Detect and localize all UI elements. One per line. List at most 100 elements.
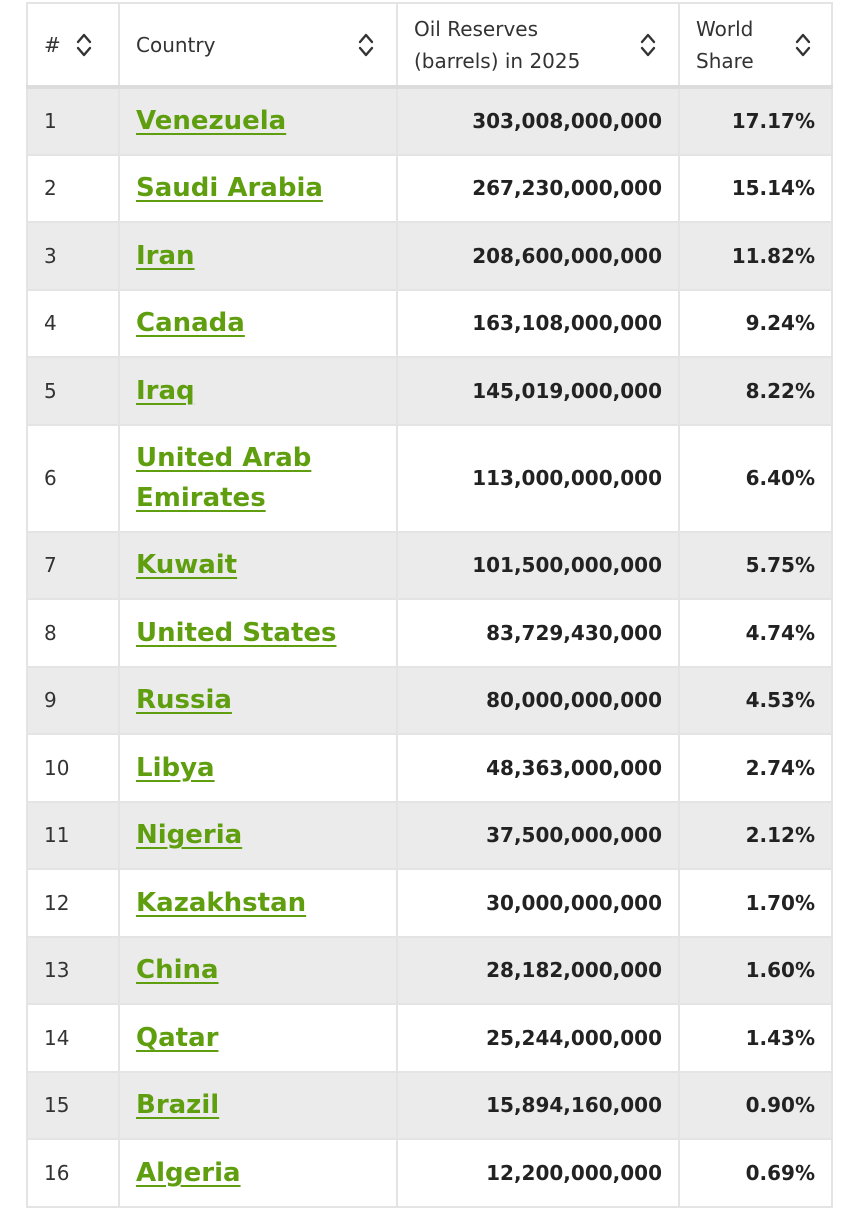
country-cell: United States [118, 598, 398, 668]
country-link[interactable]: Qatar [136, 1022, 219, 1053]
world-share-cell: 0.90% [678, 1070, 833, 1140]
table-row: 4 Canada 163,108,000,000 9.24% [26, 288, 833, 358]
oil-reserves-cell: 101,500,000,000 [396, 530, 680, 600]
country-link[interactable]: Brazil [136, 1090, 220, 1121]
column-header-oil-reserves-label: Oil Reserves (barrels) in 2025 [414, 13, 580, 77]
world-share-cell: 9.24% [678, 288, 833, 358]
oil-reserves-cell: 25,244,000,000 [396, 1003, 680, 1073]
table-row: 1 Venezuela 303,008,000,000 17.17% [26, 86, 833, 156]
share-header-line2: Share [696, 48, 754, 73]
oil-reserves-cell: 48,363,000,000 [396, 733, 680, 803]
world-share-cell: 1.60% [678, 935, 833, 1005]
country-cell: Canada [118, 288, 398, 358]
country-cell: China [118, 935, 398, 1005]
oil-reserves-table-container: # Country Oil Reserves (barrels) in 2025 [26, 2, 833, 1208]
country-cell: Nigeria [118, 800, 398, 870]
world-share-cell: 1.70% [678, 868, 833, 938]
oil-reserves-cell: 80,000,000,000 [396, 665, 680, 735]
column-header-world-share-label: World Share [696, 13, 754, 77]
country-cell: Venezuela [118, 86, 398, 156]
country-cell: Kuwait [118, 530, 398, 600]
country-cell: Iran [118, 221, 398, 291]
header-row: # Country Oil Reserves (barrels) in 2025 [26, 2, 833, 89]
country-link[interactable]: China [136, 955, 219, 986]
oil-reserves-cell: 267,230,000,000 [396, 153, 680, 223]
world-share-cell: 1.43% [678, 1003, 833, 1073]
country-link[interactable]: Algeria [136, 1157, 241, 1188]
table-row: 13 China 28,182,000,000 1.60% [26, 935, 833, 1005]
rank-cell: 16 [26, 1138, 120, 1208]
country-link[interactable]: Canada [136, 308, 245, 339]
sort-arrows-icon[interactable] [358, 32, 374, 58]
rank-cell: 6 [26, 423, 120, 533]
country-link[interactable]: Nigeria [136, 820, 243, 851]
country-link[interactable]: Kazakhstan [136, 887, 307, 918]
oil-reserves-cell: 15,894,160,000 [396, 1070, 680, 1140]
table-row: 6 United Arab Emirates 113,000,000,000 6.… [26, 423, 833, 533]
world-share-cell: 15.14% [678, 153, 833, 223]
country-link[interactable]: Libya [136, 752, 215, 783]
table-row: 11 Nigeria 37,500,000,000 2.12% [26, 800, 833, 870]
sort-arrows-icon[interactable] [795, 32, 811, 58]
rank-cell: 5 [26, 356, 120, 426]
world-share-cell: 2.12% [678, 800, 833, 870]
rank-cell: 3 [26, 221, 120, 291]
table-row: 8 United States 83,729,430,000 4.74% [26, 598, 833, 668]
country-link[interactable]: United Arab Emirates [136, 443, 311, 513]
country-cell: Russia [118, 665, 398, 735]
country-link[interactable]: Iraq [136, 375, 195, 406]
oil-reserves-cell: 12,200,000,000 [396, 1138, 680, 1208]
world-share-cell: 4.53% [678, 665, 833, 735]
country-link[interactable]: Russia [136, 685, 232, 716]
table-row: 16 Algeria 12,200,000,000 0.69% [26, 1138, 833, 1208]
oil-reserves-cell: 145,019,000,000 [396, 356, 680, 426]
table-row: 10 Libya 48,363,000,000 2.74% [26, 733, 833, 803]
table-row: 14 Qatar 25,244,000,000 1.43% [26, 1003, 833, 1073]
country-link[interactable]: Iran [136, 240, 195, 271]
rank-cell: 7 [26, 530, 120, 600]
world-share-cell: 4.74% [678, 598, 833, 668]
oil-reserves-cell: 113,000,000,000 [396, 423, 680, 533]
oil-header-line2: (barrels) in 2025 [414, 48, 581, 73]
rank-cell: 9 [26, 665, 120, 735]
oil-reserves-cell: 163,108,000,000 [396, 288, 680, 358]
oil-reserves-cell: 30,000,000,000 [396, 868, 680, 938]
table-row: 3 Iran 208,600,000,000 11.82% [26, 221, 833, 291]
share-header-line1: World [696, 16, 754, 41]
country-cell: Saudi Arabia [118, 153, 398, 223]
oil-header-line1: Oil Reserves [414, 16, 539, 41]
world-share-cell: 5.75% [678, 530, 833, 600]
rank-cell: 15 [26, 1070, 120, 1140]
world-share-cell: 8.22% [678, 356, 833, 426]
rank-cell: 10 [26, 733, 120, 803]
column-header-rank[interactable]: # [26, 2, 120, 89]
country-link[interactable]: Venezuela [136, 106, 287, 137]
world-share-cell: 2.74% [678, 733, 833, 803]
country-cell: United Arab Emirates [118, 423, 398, 533]
country-cell: Algeria [118, 1138, 398, 1208]
rank-cell: 11 [26, 800, 120, 870]
country-link[interactable]: United States [136, 617, 337, 648]
rank-cell: 2 [26, 153, 120, 223]
rank-cell: 12 [26, 868, 120, 938]
table-row: 15 Brazil 15,894,160,000 0.90% [26, 1070, 833, 1140]
country-cell: Libya [118, 733, 398, 803]
sort-arrows-icon[interactable] [640, 32, 656, 58]
column-header-oil-reserves[interactable]: Oil Reserves (barrels) in 2025 [396, 2, 680, 89]
oil-reserves-cell: 28,182,000,000 [396, 935, 680, 1005]
column-header-world-share[interactable]: World Share [678, 2, 833, 89]
country-link[interactable]: Saudi Arabia [136, 173, 323, 204]
table-row: 5 Iraq 145,019,000,000 8.22% [26, 356, 833, 426]
oil-reserves-cell: 37,500,000,000 [396, 800, 680, 870]
country-link[interactable]: Kuwait [136, 550, 238, 581]
country-link-line1: United Arab [136, 443, 312, 473]
table-row: 2 Saudi Arabia 267,230,000,000 15.14% [26, 153, 833, 223]
sort-arrows-icon[interactable] [76, 32, 92, 58]
column-header-country[interactable]: Country [118, 2, 398, 89]
country-link-line2: Emirates [136, 483, 266, 513]
country-cell: Qatar [118, 1003, 398, 1073]
rank-cell: 13 [26, 935, 120, 1005]
table-row: 7 Kuwait 101,500,000,000 5.75% [26, 530, 833, 600]
rank-cell: 14 [26, 1003, 120, 1073]
column-header-rank-label: # [44, 32, 61, 57]
